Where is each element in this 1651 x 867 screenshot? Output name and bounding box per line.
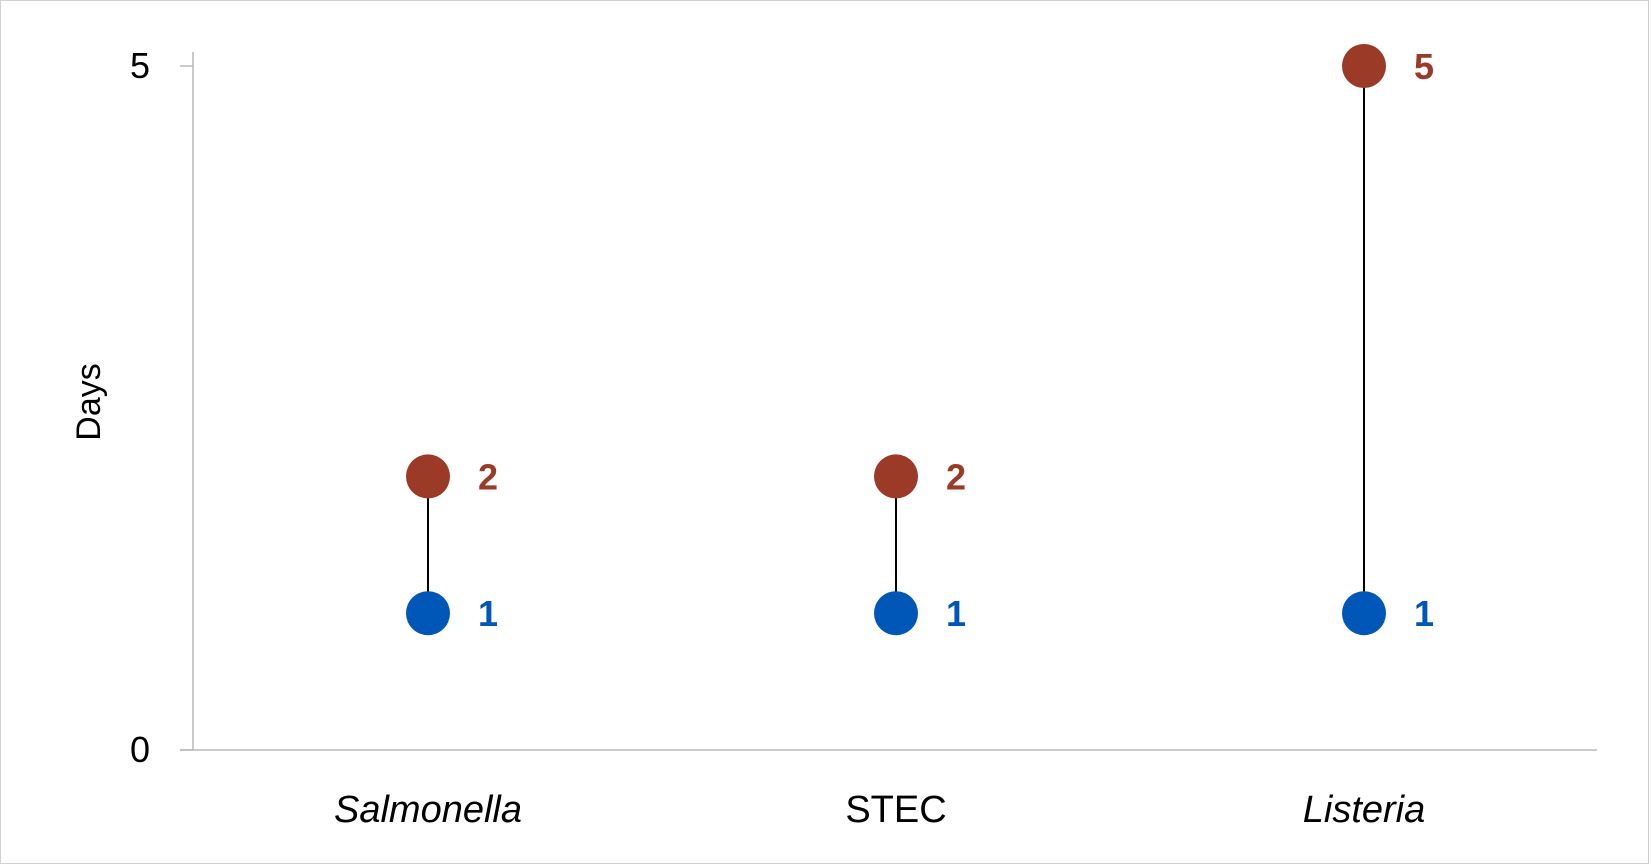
connectors (427, 66, 1365, 614)
axes: 0 5 Days (70, 45, 1597, 770)
data-label: 1 (946, 593, 966, 634)
high-point (406, 454, 450, 499)
low-point (406, 591, 450, 636)
high-point (874, 454, 918, 499)
y-axis-title: Days (70, 363, 108, 440)
low-point (1342, 591, 1386, 636)
data-points (406, 44, 1386, 636)
data-label: 2 (478, 456, 498, 497)
category-label: STEC (845, 789, 946, 831)
data-label: 1 (1414, 593, 1434, 634)
data-label: 1 (478, 593, 498, 634)
low-point (874, 591, 918, 636)
high-point (1342, 44, 1386, 88)
category-label: Salmonella (334, 789, 522, 831)
category-label: Listeria (1303, 789, 1426, 831)
data-label: 2 (946, 456, 966, 497)
data-label: 5 (1414, 46, 1434, 87)
labels: Salmonella STEC Listeria 1 1 1 2 2 5 (334, 46, 1434, 831)
y-tick-label: 5 (130, 45, 150, 86)
y-tick-label: 0 (130, 729, 150, 770)
